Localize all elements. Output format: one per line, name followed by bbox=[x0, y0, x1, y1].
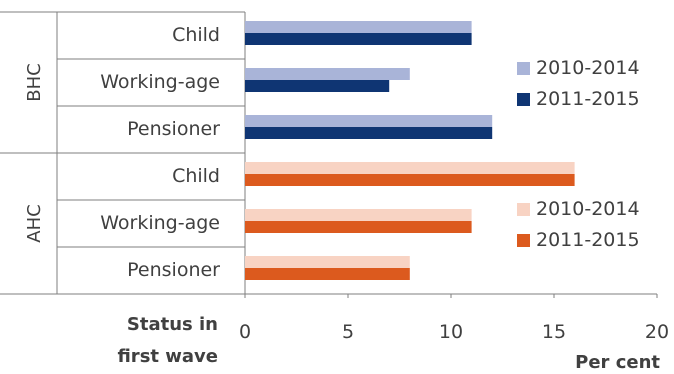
x-tick-label: 15 bbox=[542, 321, 566, 343]
bar-ahc-2010-2014 bbox=[245, 256, 410, 268]
group-label-bhc: BHC bbox=[24, 63, 45, 101]
bar-bhc-2010-2014 bbox=[245, 21, 472, 33]
bar-ahc-2010-2014 bbox=[245, 209, 472, 221]
y-axis-label-line1: Status in bbox=[127, 314, 218, 335]
bar-bhc-2011-2015 bbox=[245, 80, 390, 92]
legend-swatch bbox=[517, 234, 530, 247]
category-label: Working-age bbox=[100, 212, 220, 234]
legend-swatch bbox=[517, 93, 530, 106]
bar-ahc-2011-2015 bbox=[245, 221, 472, 233]
legend-label: 2010-2014 bbox=[536, 57, 640, 79]
bar-bhc-2010-2014 bbox=[245, 115, 493, 127]
x-tick-label: 20 bbox=[645, 321, 669, 343]
x-tick-label: 5 bbox=[342, 321, 354, 343]
x-axis-label: Per cent bbox=[575, 352, 660, 373]
category-label: Pensioner bbox=[127, 118, 220, 140]
legend-label: 2011-2015 bbox=[536, 88, 640, 110]
category-label: Child bbox=[172, 24, 220, 46]
legend-label: 2010-2014 bbox=[536, 198, 640, 220]
bar-ahc-2011-2015 bbox=[245, 174, 575, 186]
x-tick-label: 0 bbox=[239, 321, 251, 343]
legend-swatch bbox=[517, 203, 530, 216]
bar-bhc-2011-2015 bbox=[245, 33, 472, 45]
group-label-ahc: AHC bbox=[24, 204, 45, 242]
legend-label: 2011-2015 bbox=[536, 229, 640, 251]
category-label: Working-age bbox=[100, 71, 220, 93]
x-tick-label: 10 bbox=[439, 321, 463, 343]
bar-bhc-2010-2014 bbox=[245, 68, 410, 80]
category-label: Child bbox=[172, 165, 220, 187]
bar-bhc-2011-2015 bbox=[245, 127, 493, 139]
bar-ahc-2011-2015 bbox=[245, 268, 410, 280]
category-label: Pensioner bbox=[127, 259, 220, 281]
bar-ahc-2010-2014 bbox=[245, 162, 575, 174]
legend-swatch bbox=[517, 62, 530, 75]
y-axis-label-line2: first wave bbox=[117, 346, 218, 367]
